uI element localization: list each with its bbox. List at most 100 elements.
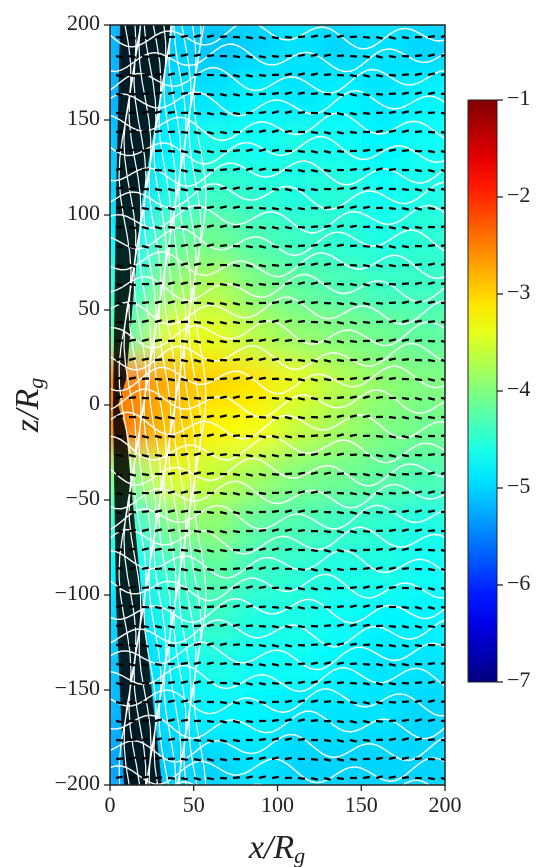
vector [258, 756, 267, 761]
vector [297, 471, 306, 476]
vector [167, 415, 176, 420]
vector [388, 681, 397, 686]
vector [180, 377, 189, 382]
vector [284, 662, 293, 666]
vector [167, 168, 176, 173]
vector [388, 282, 397, 286]
vector [258, 376, 267, 381]
vector [128, 396, 137, 400]
vector [336, 243, 345, 248]
y-tick-label: 50 [78, 295, 100, 320]
vector [427, 662, 436, 666]
vector [258, 35, 267, 40]
vector [388, 528, 397, 533]
vector [323, 491, 332, 495]
streamline [110, 342, 445, 371]
vector [219, 662, 228, 666]
vector [310, 187, 319, 192]
vector [362, 414, 371, 419]
vector [414, 263, 423, 267]
vector [219, 73, 228, 78]
y-tick-label: 150 [67, 105, 100, 130]
vector [414, 737, 423, 742]
vector [401, 300, 410, 305]
vector [336, 510, 345, 515]
vector [323, 776, 332, 781]
colorbar-tick-label: −1 [507, 85, 530, 110]
vector [427, 471, 436, 476]
vector [427, 776, 436, 781]
vector [154, 72, 163, 77]
vector [245, 282, 254, 287]
vector [232, 472, 241, 477]
streamline [110, 688, 445, 717]
streamline [110, 757, 445, 785]
vector [219, 414, 228, 419]
vector [401, 319, 410, 324]
vector [258, 110, 267, 115]
vector [297, 149, 306, 154]
vector [310, 243, 319, 248]
vector [154, 756, 163, 761]
vector [284, 300, 293, 305]
vector [375, 604, 384, 609]
vector [141, 338, 150, 343]
vector [323, 149, 332, 154]
vector [206, 320, 215, 325]
vector [141, 662, 150, 667]
vector [284, 509, 293, 514]
colorbar-tick-label: −3 [507, 279, 530, 304]
vector [414, 187, 423, 192]
cell [193, 690, 237, 738]
streamline [110, 388, 445, 418]
vector [375, 338, 384, 343]
vector [271, 54, 280, 58]
vector [232, 567, 241, 571]
colorbar-body [467, 99, 498, 683]
vector [167, 699, 176, 704]
vector [349, 282, 358, 287]
vector [427, 281, 436, 286]
vector [193, 72, 202, 77]
vector [388, 319, 397, 324]
vector [349, 529, 358, 534]
vector [323, 206, 332, 210]
vector [297, 643, 306, 647]
x-label-main: x/R [248, 829, 295, 866]
vector [128, 434, 137, 439]
colorbar-tick-label: −5 [507, 473, 530, 498]
vector [193, 243, 202, 248]
vector [219, 301, 228, 306]
vector [128, 73, 137, 78]
vector [219, 548, 228, 553]
streamline [110, 480, 445, 510]
vector [401, 110, 410, 115]
vector [219, 433, 228, 438]
vector [167, 319, 176, 324]
y-tick-label: 200 [67, 10, 100, 35]
vector [336, 358, 345, 363]
vector [401, 187, 410, 192]
vector [128, 282, 137, 287]
vector [323, 224, 332, 229]
vector [141, 129, 150, 134]
vector [271, 244, 280, 249]
vector [180, 718, 189, 723]
vector [401, 662, 410, 667]
vector [219, 586, 228, 590]
vector [154, 300, 163, 305]
colorbar-tick-label: −7 [507, 667, 530, 692]
cell [403, 357, 445, 406]
vector [232, 529, 241, 534]
cell [403, 500, 445, 548]
vector [115, 206, 124, 210]
vector [115, 130, 124, 134]
vector [154, 776, 163, 780]
vector [245, 510, 254, 515]
vector [362, 395, 371, 400]
vector [167, 225, 176, 229]
vector [167, 605, 176, 610]
vector [206, 661, 215, 666]
vector [232, 111, 241, 116]
vector [427, 396, 436, 401]
